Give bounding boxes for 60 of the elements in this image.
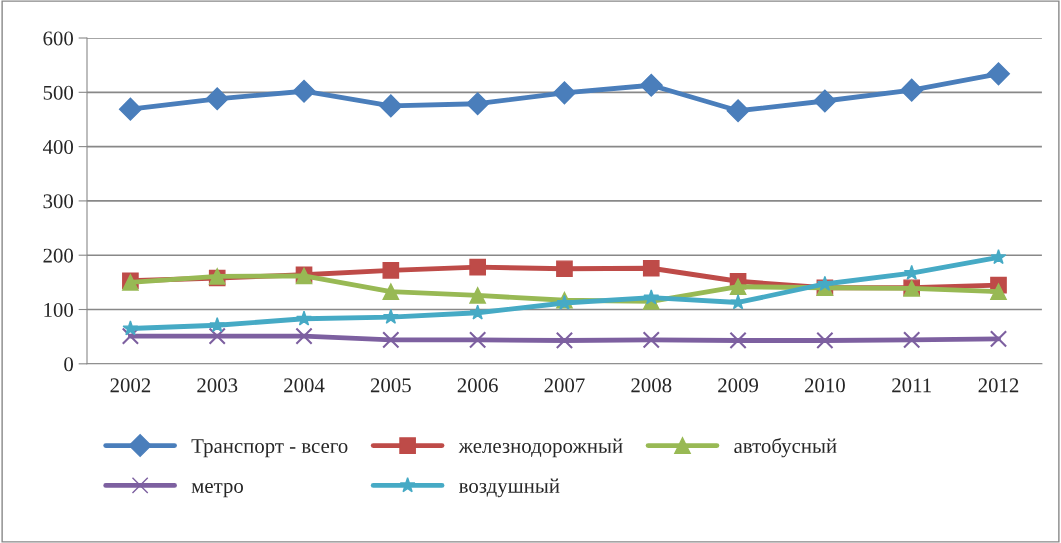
x-tick-label: 2009 — [718, 378, 759, 393]
point — [295, 327, 313, 345]
x-tick-label: 2008 — [631, 378, 672, 393]
x-tick-label: 2010 — [804, 378, 845, 393]
y-tick-label: 300 — [43, 194, 74, 209]
point — [990, 283, 1007, 300]
point — [986, 62, 1010, 86]
point — [639, 73, 663, 97]
y-tick-label: 600 — [43, 31, 74, 46]
point — [466, 92, 490, 116]
point — [729, 278, 747, 296]
point — [296, 310, 312, 326]
point — [555, 331, 574, 350]
y-tick-label: 500 — [43, 85, 74, 100]
point — [729, 331, 747, 350]
point — [382, 283, 400, 300]
point — [382, 262, 400, 279]
point — [556, 260, 573, 278]
x-tick-label: 2012 — [978, 378, 1019, 393]
y-tick-label: 0 — [64, 357, 74, 372]
x-tick-label: 2005 — [370, 378, 411, 393]
point — [726, 99, 750, 123]
point — [122, 320, 139, 336]
legend-label: Транспорт - всего — [191, 439, 348, 458]
point — [118, 97, 142, 121]
point — [552, 81, 576, 105]
point — [208, 327, 226, 345]
legend-label: железнодорожный — [458, 438, 623, 458]
point — [816, 331, 834, 350]
y-tick-label: 100 — [44, 302, 74, 317]
x-tick-label: 2002 — [110, 378, 151, 393]
point — [989, 330, 1008, 348]
point — [209, 316, 226, 333]
point — [642, 259, 660, 277]
point — [292, 79, 316, 103]
y-tick-label: 200 — [43, 248, 74, 263]
point — [121, 327, 140, 345]
legend-label: метро — [191, 482, 243, 498]
y-tick-label: 400 — [42, 139, 74, 155]
x-tick-label: 2007 — [544, 378, 585, 393]
legend-label: воздушный — [459, 478, 560, 498]
point — [643, 289, 660, 305]
point — [469, 287, 486, 304]
x-tick-label: 2003 — [197, 378, 238, 393]
point — [900, 78, 924, 102]
x-tick-label: 2006 — [457, 378, 498, 393]
point — [382, 308, 399, 324]
x-tick-label: 2011 — [892, 378, 931, 393]
x-tick-label: 2004 — [284, 378, 325, 393]
point — [379, 94, 403, 118]
point — [382, 331, 400, 349]
point — [468, 331, 487, 349]
point — [469, 304, 486, 320]
point — [205, 87, 229, 111]
point — [903, 331, 921, 349]
legend-label: автобусный — [734, 437, 837, 458]
point — [813, 89, 837, 113]
point — [990, 249, 1007, 265]
point — [642, 331, 660, 349]
point — [469, 258, 486, 276]
